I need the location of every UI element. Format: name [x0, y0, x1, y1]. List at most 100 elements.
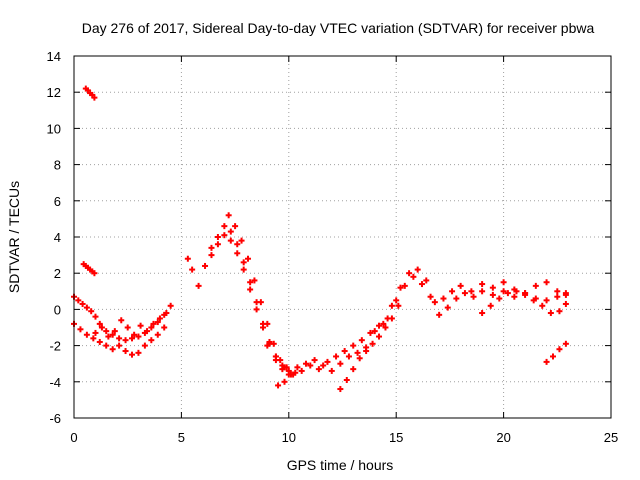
- data-point: [260, 324, 267, 331]
- data-point: [244, 255, 251, 262]
- data-point: [406, 270, 413, 277]
- series-seg-rise-a: [371, 266, 569, 335]
- series-seg-peak-a: [184, 223, 292, 374]
- data-point: [135, 349, 142, 356]
- data-point: [376, 322, 383, 329]
- data-point: [251, 277, 258, 284]
- data-point: [105, 333, 112, 340]
- data-point: [98, 324, 105, 331]
- x-tick-label: 20: [496, 430, 510, 445]
- data-point: [131, 331, 138, 338]
- data-point: [513, 288, 520, 295]
- data-point: [156, 315, 163, 322]
- data-point: [489, 291, 496, 298]
- series-seg-morning-b: [71, 320, 168, 358]
- data-point: [163, 310, 170, 317]
- data-point: [343, 376, 350, 383]
- data-point: [479, 288, 486, 295]
- data-point: [150, 320, 157, 327]
- series-seg-trough-c: [337, 302, 402, 393]
- data-point: [337, 386, 344, 393]
- y-tick-label: 8: [54, 158, 61, 173]
- data-point: [264, 320, 271, 327]
- data-point: [240, 259, 247, 266]
- data-point: [363, 348, 370, 355]
- data-point: [92, 329, 99, 336]
- data-point: [122, 337, 129, 344]
- data-point: [556, 308, 563, 315]
- series-seg-rise-b: [384, 273, 569, 322]
- data-point: [141, 342, 148, 349]
- data-point: [77, 326, 84, 333]
- y-tick-label: 14: [47, 49, 61, 64]
- data-point: [449, 288, 456, 295]
- data-point: [247, 286, 254, 293]
- data-point: [562, 291, 569, 298]
- x-tick-labels: 0 5 10 15 20 25: [70, 430, 618, 445]
- data-point: [461, 290, 468, 297]
- x-axis-label: GPS time / hours: [287, 457, 394, 473]
- data-point: [202, 262, 209, 269]
- y-tick-label: -4: [49, 375, 61, 390]
- data-point: [281, 378, 288, 385]
- data-point: [234, 241, 241, 248]
- data-point: [302, 360, 309, 367]
- data-point: [496, 295, 503, 302]
- data-point: [431, 299, 438, 306]
- data-point: [479, 310, 486, 317]
- data-point: [388, 302, 395, 309]
- data-point: [96, 320, 103, 327]
- data-point: [522, 291, 529, 298]
- data-point: [287, 371, 294, 378]
- data-point: [543, 358, 550, 365]
- data-point: [103, 342, 110, 349]
- data-point: [103, 328, 110, 335]
- data-point: [154, 331, 161, 338]
- data-point: [92, 313, 99, 320]
- series-seg-trough-b: [275, 344, 370, 389]
- data-point: [272, 353, 279, 360]
- y-tick-label: 4: [54, 230, 61, 245]
- data-point: [367, 329, 374, 336]
- data-point: [554, 293, 561, 300]
- data-point: [161, 324, 168, 331]
- data-point: [118, 317, 125, 324]
- series-seg-trough-a: [264, 322, 383, 378]
- data-point: [358, 337, 365, 344]
- grid: [74, 56, 611, 418]
- y-tick-labels: -6 -4 -2 0 2 4 6 8 10 12 14: [47, 49, 61, 426]
- data-point: [350, 342, 357, 349]
- data-point: [337, 360, 344, 367]
- data-point: [109, 346, 116, 353]
- data-point: [167, 302, 174, 309]
- data-point: [414, 266, 421, 273]
- data-point: [427, 293, 434, 300]
- data-point: [221, 223, 228, 230]
- data-point: [556, 346, 563, 353]
- data-point: [75, 297, 82, 304]
- data-point: [444, 304, 451, 311]
- data-point: [384, 315, 391, 322]
- y-tick-label: 6: [54, 194, 61, 209]
- data-point: [208, 244, 215, 251]
- data-point: [135, 333, 142, 340]
- data-point: [500, 279, 507, 286]
- data-point: [307, 362, 314, 369]
- data-point: [397, 284, 404, 291]
- data-point: [487, 302, 494, 309]
- series-seg-high-early: [82, 85, 98, 101]
- data-points: [71, 85, 569, 393]
- data-point: [543, 297, 550, 304]
- data-point: [554, 288, 561, 295]
- y-tick-label: -6: [49, 411, 61, 426]
- data-point: [109, 331, 116, 338]
- data-point: [281, 364, 288, 371]
- data-point: [328, 367, 335, 374]
- data-point: [79, 300, 86, 307]
- data-point: [354, 349, 361, 356]
- data-point: [116, 335, 123, 342]
- data-point: [111, 328, 118, 335]
- data-point: [221, 232, 228, 239]
- data-point: [238, 237, 245, 244]
- data-point: [189, 266, 196, 273]
